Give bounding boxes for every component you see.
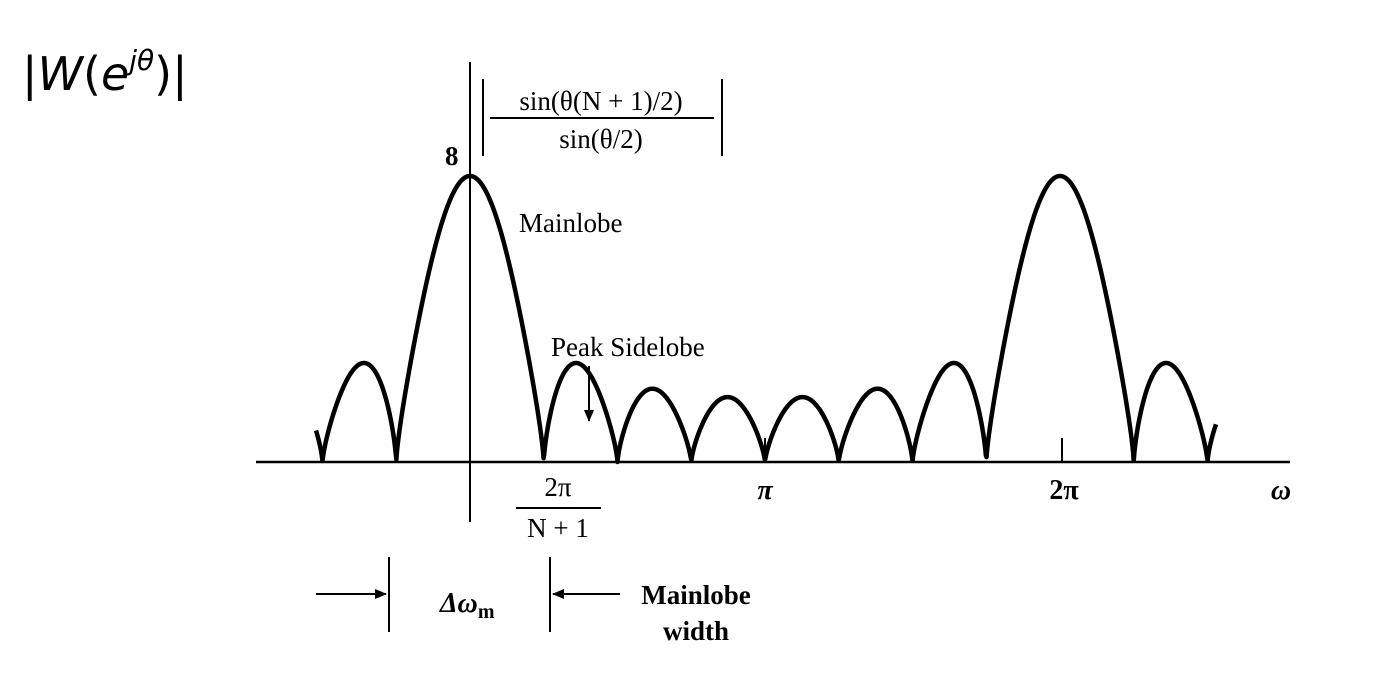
abs-bar-right: | [172, 47, 188, 102]
omega-axis-label: ω [1271, 475, 1291, 506]
delta-omega-subscript: m [478, 601, 495, 623]
delta-omega-symbol: Δω [439, 588, 478, 619]
tick-two-pi-over-n-numerator: 2π [544, 472, 572, 502]
paren-close: ) [154, 47, 172, 101]
paren-open: ( [83, 47, 101, 101]
tick-label-pi: π [757, 475, 773, 506]
mainlobe-width-marker: Δωm Mainlobe width [316, 557, 751, 646]
formula-denominator: sin(θ/2) [559, 124, 642, 154]
mainlobe-width-label-line2: width [663, 616, 729, 646]
magnitude-curve [313, 173, 1219, 465]
y-axis-label: |W(ejθ)| [22, 44, 188, 102]
tick-label-two-pi-over-n: 2π N + 1 [516, 472, 601, 543]
formula: sin(θ(N + 1)/2) sin(θ/2) [482, 79, 723, 156]
mainlobe-width-label-line1: Mainlobe [641, 580, 751, 610]
w-symbol: W [38, 47, 85, 101]
formula-numerator: sin(θ(N + 1)/2) [519, 86, 682, 116]
tick-label-two-pi: 2π [1049, 475, 1079, 506]
delta-omega-label: Δωm [439, 588, 495, 623]
peak-value-label: 8 [445, 141, 459, 171]
e-symbol: e [101, 47, 129, 101]
svg-text:|W(ejθ)|: |W(ejθ)| [22, 44, 188, 102]
peak-sidelobe-annotation: Peak Sidelobe [551, 332, 705, 362]
mainlobe-annotation: Mainlobe [519, 208, 622, 238]
tick-two-pi-over-n-denominator: N + 1 [527, 513, 589, 543]
abs-bar-left: | [22, 47, 38, 102]
exponent: jθ [125, 44, 154, 77]
